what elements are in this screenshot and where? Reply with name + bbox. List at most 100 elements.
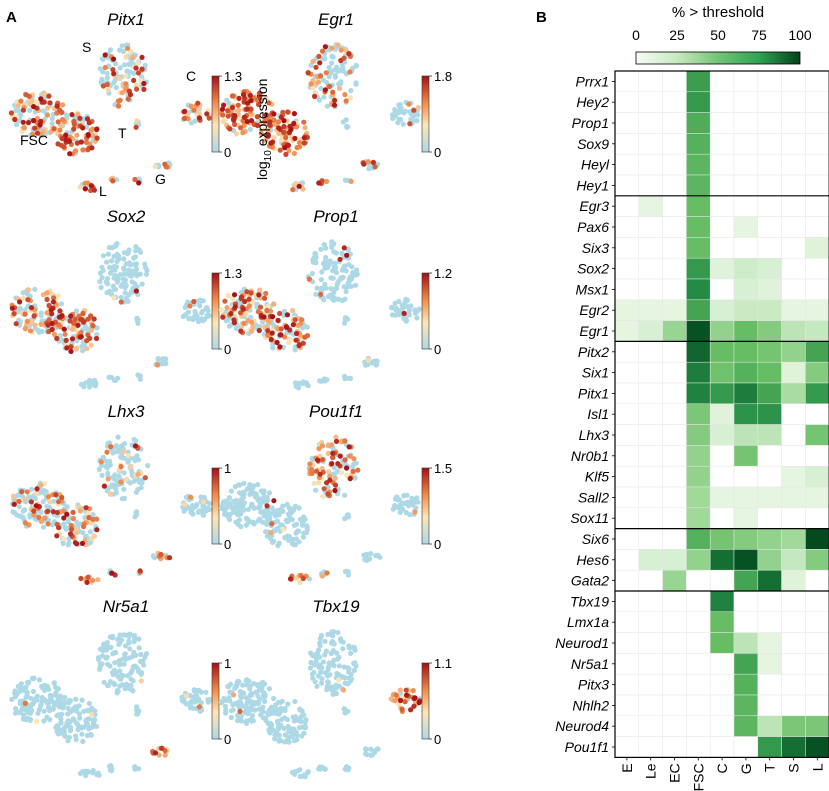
cell-point bbox=[133, 65, 139, 71]
cell-point bbox=[345, 280, 351, 286]
cell-point bbox=[60, 117, 66, 123]
cell-point bbox=[343, 98, 349, 104]
cell-point bbox=[127, 480, 133, 486]
cell-point bbox=[87, 382, 94, 388]
cell-point bbox=[45, 322, 51, 328]
cell-point bbox=[228, 714, 234, 721]
cell-point bbox=[319, 676, 325, 682]
row-label: Pax6 bbox=[577, 219, 609, 235]
colorbar-min: 0 bbox=[434, 342, 441, 357]
cell-point bbox=[240, 494, 246, 500]
heatmap-cell bbox=[733, 715, 759, 737]
column-label: S bbox=[786, 763, 802, 772]
cell-point bbox=[100, 454, 106, 460]
heatmap-cell bbox=[709, 549, 735, 571]
umap-cells bbox=[9, 631, 213, 779]
cell-point bbox=[118, 464, 124, 470]
cell-point bbox=[84, 721, 91, 727]
cell-point bbox=[31, 512, 37, 518]
cell-point bbox=[32, 286, 38, 292]
cell-point bbox=[263, 137, 269, 144]
cell-point bbox=[24, 318, 30, 324]
cell-point bbox=[282, 145, 288, 151]
cell-point bbox=[138, 678, 144, 684]
cell-point bbox=[20, 716, 26, 722]
heatmap-cell bbox=[757, 424, 782, 446]
heatmap-cell bbox=[733, 673, 759, 696]
cell-point bbox=[316, 53, 322, 60]
cell-point bbox=[199, 298, 205, 304]
cell-point bbox=[256, 327, 262, 334]
cell-point bbox=[236, 678, 242, 685]
row-label: Nhlh2 bbox=[572, 697, 609, 713]
cell-point bbox=[301, 730, 307, 736]
cell-point bbox=[294, 732, 300, 738]
colorbar bbox=[211, 75, 220, 153]
cell-point bbox=[133, 124, 139, 130]
heatmap-cell bbox=[662, 590, 687, 613]
cell-point bbox=[69, 112, 75, 118]
cell-point bbox=[68, 709, 74, 715]
cell-point bbox=[77, 508, 83, 514]
column-label: T bbox=[762, 763, 778, 772]
cell-point bbox=[290, 187, 296, 193]
cell-point bbox=[40, 108, 47, 114]
cell-point bbox=[110, 283, 116, 289]
cell-point bbox=[326, 64, 332, 71]
cell-point bbox=[331, 102, 338, 108]
column-label: FSC bbox=[690, 763, 706, 791]
cell-point bbox=[262, 698, 268, 705]
cell-point bbox=[116, 473, 122, 479]
heatmap-cell bbox=[662, 569, 687, 592]
cell-point bbox=[110, 178, 116, 184]
cell-point bbox=[402, 500, 408, 506]
heatmap-cell bbox=[662, 736, 687, 758]
cell-point bbox=[326, 469, 332, 475]
cell-point bbox=[129, 668, 135, 674]
cell-point bbox=[38, 518, 44, 525]
cell-point bbox=[301, 773, 307, 780]
cell-point bbox=[141, 86, 147, 92]
cell-point bbox=[15, 103, 21, 109]
colorbar-min: 0 bbox=[224, 537, 231, 552]
heatmap-cell bbox=[709, 403, 735, 425]
cell-point bbox=[90, 323, 96, 329]
cell-point bbox=[19, 489, 25, 495]
heatmap-cell bbox=[686, 736, 711, 758]
cell-point bbox=[339, 673, 345, 679]
cell-point bbox=[118, 676, 124, 682]
cell-point bbox=[280, 508, 286, 514]
cell-point bbox=[329, 684, 335, 690]
cell-point bbox=[273, 526, 279, 532]
heatmap-cell bbox=[709, 673, 735, 696]
heatmap-cell bbox=[781, 611, 806, 633]
cell-point bbox=[300, 575, 306, 582]
cell-point bbox=[115, 434, 121, 440]
heatmap-cell bbox=[614, 133, 640, 155]
cell-point bbox=[375, 746, 381, 752]
cell-point bbox=[107, 458, 113, 464]
cell-point bbox=[142, 261, 148, 267]
cell-point bbox=[303, 717, 309, 723]
cell-point bbox=[119, 43, 125, 49]
cell-point bbox=[345, 512, 351, 518]
heatmap-legend-tick: 75 bbox=[751, 27, 767, 43]
cell-point bbox=[45, 508, 51, 514]
cell-point bbox=[407, 511, 413, 518]
cell-point bbox=[332, 97, 338, 103]
cell-point bbox=[260, 709, 266, 715]
heatmap-cell bbox=[638, 112, 663, 134]
cell-point bbox=[67, 531, 74, 537]
heatmap-cell bbox=[733, 112, 759, 134]
cell-point bbox=[416, 699, 422, 706]
cell-point bbox=[107, 491, 113, 497]
cell-point bbox=[53, 492, 59, 498]
cell-point bbox=[70, 509, 76, 515]
cell-point bbox=[132, 443, 139, 449]
cell-point bbox=[54, 335, 60, 342]
cell-point bbox=[109, 570, 115, 576]
row-label: Sox9 bbox=[577, 136, 609, 152]
cell-point bbox=[197, 303, 203, 309]
cell-point bbox=[249, 328, 255, 334]
cell-point bbox=[27, 512, 33, 518]
